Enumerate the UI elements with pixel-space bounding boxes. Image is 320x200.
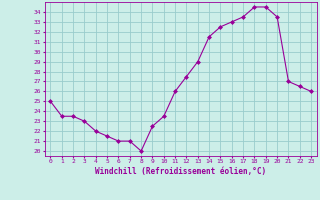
X-axis label: Windchill (Refroidissement éolien,°C): Windchill (Refroidissement éolien,°C) — [95, 167, 266, 176]
